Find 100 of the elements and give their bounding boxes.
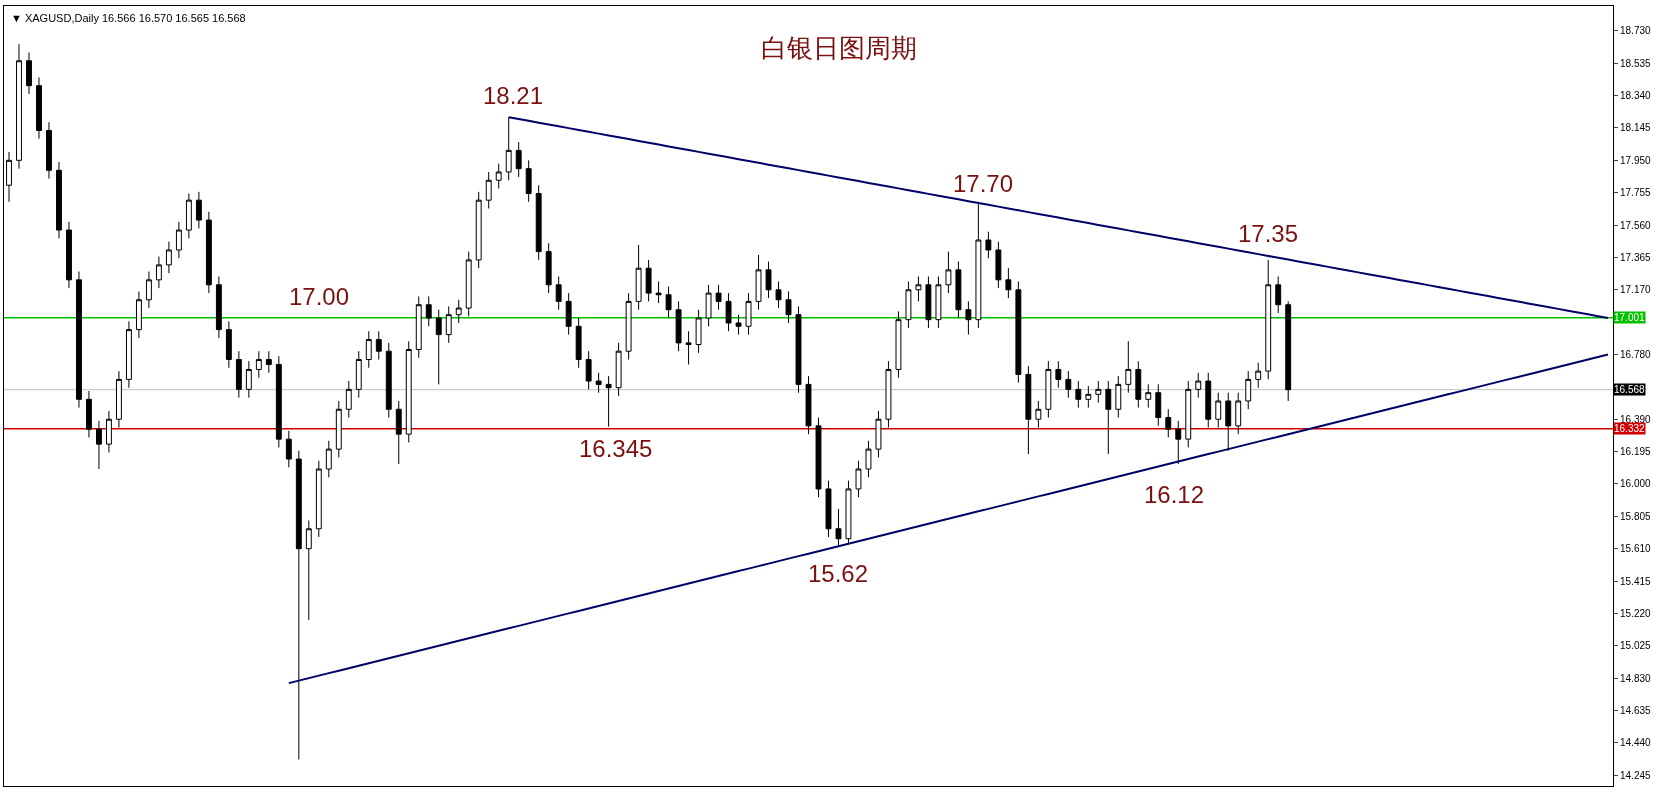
- candlestick: [155, 256, 162, 289]
- candlestick: [395, 400, 402, 465]
- candlestick: [105, 410, 112, 453]
- candlestick: [305, 519, 312, 621]
- candlestick: [6, 151, 12, 203]
- text: 白银日图周期: [760, 33, 917, 64]
- candlestick: [345, 380, 352, 419]
- candlestick: [145, 271, 152, 309]
- candlestick: [635, 244, 642, 311]
- candlestick: [405, 340, 412, 443]
- y-tick-label: 15.610: [1620, 543, 1652, 555]
- y-tick-label: 18.145: [1620, 122, 1652, 134]
- candlestick: [1255, 362, 1262, 389]
- candlestick: [1235, 392, 1242, 435]
- candlestick: [805, 375, 812, 435]
- y-tick-label: 17.170: [1620, 284, 1652, 296]
- candlestick: [925, 276, 932, 329]
- candlestick: [895, 310, 902, 379]
- candlestick: [745, 292, 752, 336]
- y-tick-label: 14.245: [1620, 769, 1652, 781]
- candlestick: [975, 201, 982, 329]
- candlestick: [605, 375, 612, 428]
- candlestick: [235, 350, 242, 399]
- candlestick: [175, 221, 182, 259]
- candlestick: [485, 171, 492, 209]
- y-tick-label: 14.635: [1620, 704, 1652, 716]
- candlestick: [685, 330, 692, 365]
- text: ▼ XAGUSD,Daily 16.566 16.570 16.565 16.568: [11, 12, 246, 24]
- candlestick: [945, 251, 952, 294]
- candlestick: [1025, 365, 1032, 455]
- candlestick: [615, 342, 622, 397]
- candlestick: [455, 299, 462, 324]
- candlestick: [935, 276, 942, 329]
- y-tick-label: 15.025: [1620, 640, 1652, 652]
- candlestick: [585, 350, 592, 390]
- ref-line-label: 17.001: [1614, 312, 1646, 323]
- y-tick-label: 14.830: [1620, 672, 1652, 684]
- candlestick: [825, 480, 832, 538]
- candlestick: [575, 317, 582, 369]
- candlestick: [795, 305, 802, 394]
- candlestick: [675, 300, 682, 352]
- candlestick: [445, 305, 452, 344]
- candlestick: [645, 259, 652, 302]
- candlestick: [205, 211, 212, 294]
- y-tick-label: 17.365: [1620, 251, 1652, 263]
- candlestick: [1135, 360, 1142, 409]
- candlestick: [1045, 360, 1052, 419]
- candlestick: [1125, 340, 1132, 394]
- candlestick: [1285, 300, 1292, 402]
- candlestick: [385, 342, 392, 419]
- candlestick: [785, 290, 792, 324]
- candlestick: [255, 350, 262, 379]
- candlestick: [835, 508, 842, 548]
- candlestick: [985, 231, 992, 259]
- candlestick: [815, 417, 822, 498]
- candlestick: [56, 161, 62, 239]
- candlestick: [135, 290, 142, 339]
- candlestick: [355, 350, 362, 399]
- annotation: 16.12: [1144, 481, 1205, 508]
- candlestick: [1165, 408, 1172, 438]
- candlestick: [285, 430, 292, 468]
- candlestick: [545, 242, 552, 294]
- annotation: 15.62: [808, 560, 869, 587]
- candlestick: [515, 141, 522, 178]
- annotation: 17.35: [1238, 220, 1299, 247]
- candlestick: [535, 184, 542, 261]
- candlestick: [66, 221, 72, 289]
- candlestick: [865, 440, 872, 478]
- candlestick: [1075, 380, 1082, 409]
- candlestick: [555, 276, 562, 311]
- candlestick: [225, 320, 232, 369]
- candlestick: [125, 320, 132, 389]
- y-tick-label: 14.440: [1620, 737, 1652, 749]
- y-tick-label: 17.950: [1620, 154, 1652, 166]
- candlestick: [1095, 380, 1102, 404]
- candlestick: [265, 350, 272, 374]
- candlestick: [165, 241, 172, 274]
- candlestick: [725, 292, 732, 332]
- candlestick: [565, 292, 572, 336]
- y-tick-label: 17.755: [1620, 187, 1652, 199]
- candlestick: [955, 261, 962, 319]
- candlestick: [195, 191, 202, 229]
- candlestick: [1195, 372, 1202, 399]
- candlestick: [245, 360, 252, 399]
- candlestick: [655, 280, 662, 304]
- candlestick: [885, 360, 892, 429]
- candlestick: [1175, 420, 1182, 465]
- candlestick: [1065, 370, 1072, 399]
- candlestick: [755, 254, 762, 311]
- candlestick: [765, 261, 772, 299]
- candlestick: [36, 76, 42, 140]
- candlestick: [845, 480, 852, 545]
- candlestick: [26, 51, 32, 95]
- y-tick-label: 15.805: [1620, 510, 1652, 522]
- candlestick: [525, 159, 532, 203]
- y-tick-label: 16.780: [1620, 349, 1652, 361]
- candlestick: [1145, 383, 1152, 409]
- ref-line-label: 16.568: [1614, 384, 1646, 395]
- candlestick: [1245, 370, 1252, 410]
- candlestick: [1185, 380, 1192, 448]
